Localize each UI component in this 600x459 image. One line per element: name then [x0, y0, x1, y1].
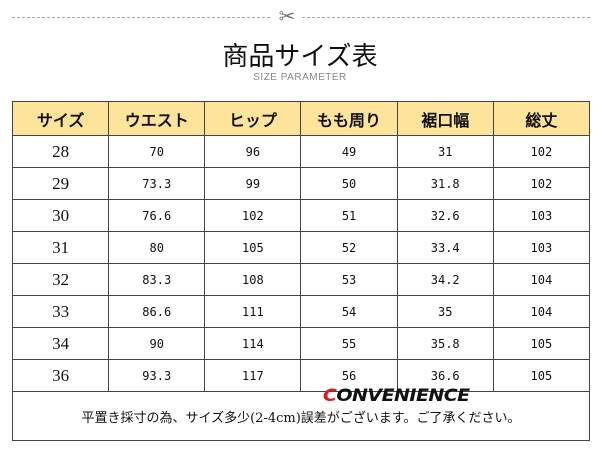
- table-cell: 36: [11, 359, 110, 392]
- table-cell: 96: [204, 135, 302, 168]
- table-cell: 29: [11, 167, 110, 200]
- table-cell: 28: [11, 135, 110, 168]
- note-row: 平置き採寸の為、サイズ多少(2-4cm)誤差がございます。ご了承ください。: [12, 391, 590, 441]
- logo-text: ONVENIENCE: [336, 386, 470, 406]
- table-cell: 31: [396, 135, 494, 168]
- table-cell: 30: [11, 199, 110, 232]
- column-header: サイズ: [11, 101, 110, 136]
- page-title: 商品サイズ表: [222, 42, 378, 72]
- table-cell: 80: [108, 231, 206, 264]
- table-cell: 104: [492, 295, 591, 328]
- table-cell: 31.8: [396, 167, 494, 200]
- size-table: サイズ ウエスト ヒップ もも周り 裾口幅 総丈 28 70 96 49 31 102 29 73.3 9…: [11, 101, 591, 441]
- table-cell: 31: [11, 231, 110, 264]
- table-cell: 73.3: [108, 167, 206, 200]
- table-cell: 76.6: [108, 199, 206, 232]
- table-cell: 52: [300, 231, 398, 264]
- table-cell: 99: [204, 167, 302, 200]
- table-cell: 32.6: [396, 199, 494, 232]
- table-cell: 105: [492, 327, 591, 360]
- table-cell: 50: [300, 167, 398, 200]
- table-cell: 32: [11, 263, 110, 296]
- measurement-note: 平置き採寸の為、サイズ多少(2-4cm)誤差がございます。ご了承ください。: [12, 391, 590, 441]
- scissors-icon: ✂: [272, 5, 302, 27]
- table-cell: 108: [204, 263, 302, 296]
- brand-logo: CONVENIENCE: [323, 386, 470, 406]
- table-cell: 34.2: [396, 263, 494, 296]
- table-cell: 35: [396, 295, 494, 328]
- column-header: 裾口幅: [396, 101, 494, 136]
- table-cell: 105: [204, 231, 302, 264]
- table-cell: 33.4: [396, 231, 494, 264]
- table-cell: 55: [300, 327, 398, 360]
- table-cell: 86.6: [108, 295, 206, 328]
- table-cell: 104: [492, 263, 591, 296]
- table-row: 28 70 96 49 31 102: [11, 135, 591, 168]
- table-cell: 51: [300, 199, 398, 232]
- table-row: 34 90 114 55 35.8 105: [11, 327, 591, 360]
- table-cell: 54: [300, 295, 398, 328]
- table-row: 29 73.3 99 50 31.8 102: [11, 167, 591, 200]
- table-cell: 34: [11, 327, 110, 360]
- table-cell: 83.3: [108, 263, 206, 296]
- logo-c: C: [323, 386, 337, 406]
- table-cell: 33: [11, 295, 110, 328]
- table-cell: 114: [204, 327, 302, 360]
- table-cell: 70: [108, 135, 206, 168]
- table-cell: 53: [300, 263, 398, 296]
- table-row: 31 80 105 52 33.4 103: [11, 231, 591, 264]
- column-header: もも周り: [300, 101, 398, 136]
- table-cell: 49: [300, 135, 398, 168]
- page-subtitle: SIZE PARAMETER: [253, 72, 347, 83]
- table-cell: 102: [492, 135, 591, 168]
- table-cell: 90: [108, 327, 206, 360]
- table-cell: 93.3: [108, 359, 206, 392]
- column-header: ヒップ: [204, 101, 302, 136]
- table-cell: 102: [204, 199, 302, 232]
- table-row: 33 86.6 111 54 35 104: [11, 295, 591, 328]
- table-cell: 103: [492, 199, 591, 232]
- table-row: 30 76.6 102 51 32.6 103: [11, 199, 591, 232]
- table-cell: 105: [492, 359, 591, 392]
- table-cell: 35.8: [396, 327, 494, 360]
- table-cell: 111: [204, 295, 302, 328]
- table-cell: 117: [204, 359, 302, 392]
- column-header: 総丈: [492, 101, 591, 136]
- table-cell: 103: [492, 231, 591, 264]
- table-header-row: サイズ ウエスト ヒップ もも周り 裾口幅 総丈: [11, 101, 591, 136]
- column-header: ウエスト: [108, 101, 206, 136]
- table-cell: 36.6: [396, 359, 494, 392]
- table-cell: 102: [492, 167, 591, 200]
- table-row: 32 83.3 108 53 34.2 104: [11, 263, 591, 296]
- table-row: 36 93.3 117 56 36.6 105: [11, 359, 591, 392]
